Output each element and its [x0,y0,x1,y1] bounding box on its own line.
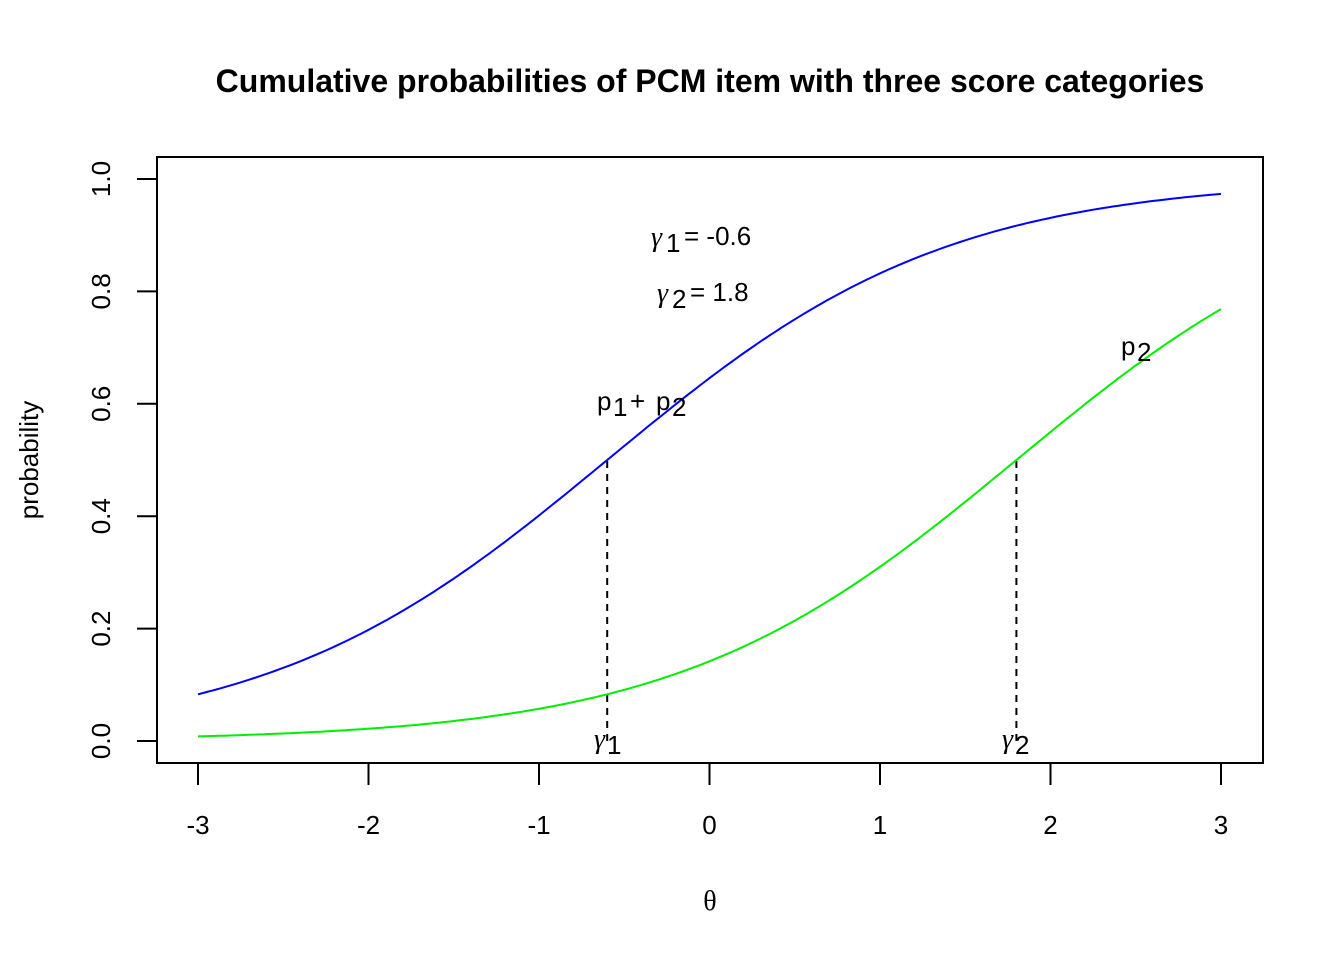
x-axis: -3 -2 -1 0 1 2 3 [186,762,1228,840]
svg-text:2: 2 [672,392,686,422]
svg-text:2: 2 [1137,337,1151,367]
svg-text:1: 1 [613,392,627,422]
annotation-gamma1-value: γ 1 = -0.6 [651,221,751,258]
svg-text:2: 2 [672,284,686,314]
svg-text:2: 2 [1015,730,1029,760]
annotation-gamma2-value: γ 2 = 1.8 [657,277,749,314]
curve-p2 [197,308,1222,738]
x-tick-label: 1 [873,810,887,840]
annotation-p2: p 2 [1121,331,1151,367]
curve-p1-p2 [197,192,1222,696]
svg-text:p: p [597,386,611,416]
reference-lines [606,460,1018,741]
y-tick-label: 0.6 [86,386,116,422]
x-tick-label: 0 [702,810,716,840]
y-axis-label: probability [14,401,44,520]
chart-title: Cumulative probabilities of PCM item wit… [216,63,1205,99]
svg-text:+: + [630,386,645,416]
y-tick-label: 0.2 [86,611,116,647]
annotation-p1-plus-p2: p 1 + p 2 [597,386,686,422]
svg-text:= 1.8: = 1.8 [690,277,749,307]
svg-text:γ: γ [657,278,669,309]
y-tick-label: 0.0 [86,723,116,759]
svg-text:= -0.6: = -0.6 [684,221,751,251]
annotation-gamma1-marker: γ 1 [594,724,621,760]
svg-text:1: 1 [607,730,621,760]
svg-text:γ: γ [651,222,663,253]
annotation-gamma2-marker: γ 2 [1002,724,1029,760]
x-axis-label: θ [703,886,716,917]
x-tick-label: -1 [527,810,550,840]
y-axis: 0.0 0.2 0.4 0.6 0.8 1.0 [86,161,157,759]
svg-text:1: 1 [666,228,680,258]
svg-text:γ: γ [594,724,606,755]
y-tick-label: 0.4 [86,498,116,534]
svg-text:p: p [1121,331,1135,361]
y-tick-label: 1.0 [86,161,116,197]
x-tick-label: 3 [1214,810,1228,840]
x-tick-label: -2 [357,810,380,840]
svg-text:p: p [656,386,670,416]
x-tick-label: 2 [1043,810,1057,840]
x-tick-label: -3 [186,810,209,840]
svg-text:γ: γ [1002,724,1014,755]
y-tick-label: 0.8 [86,273,116,309]
curves [197,192,1222,738]
